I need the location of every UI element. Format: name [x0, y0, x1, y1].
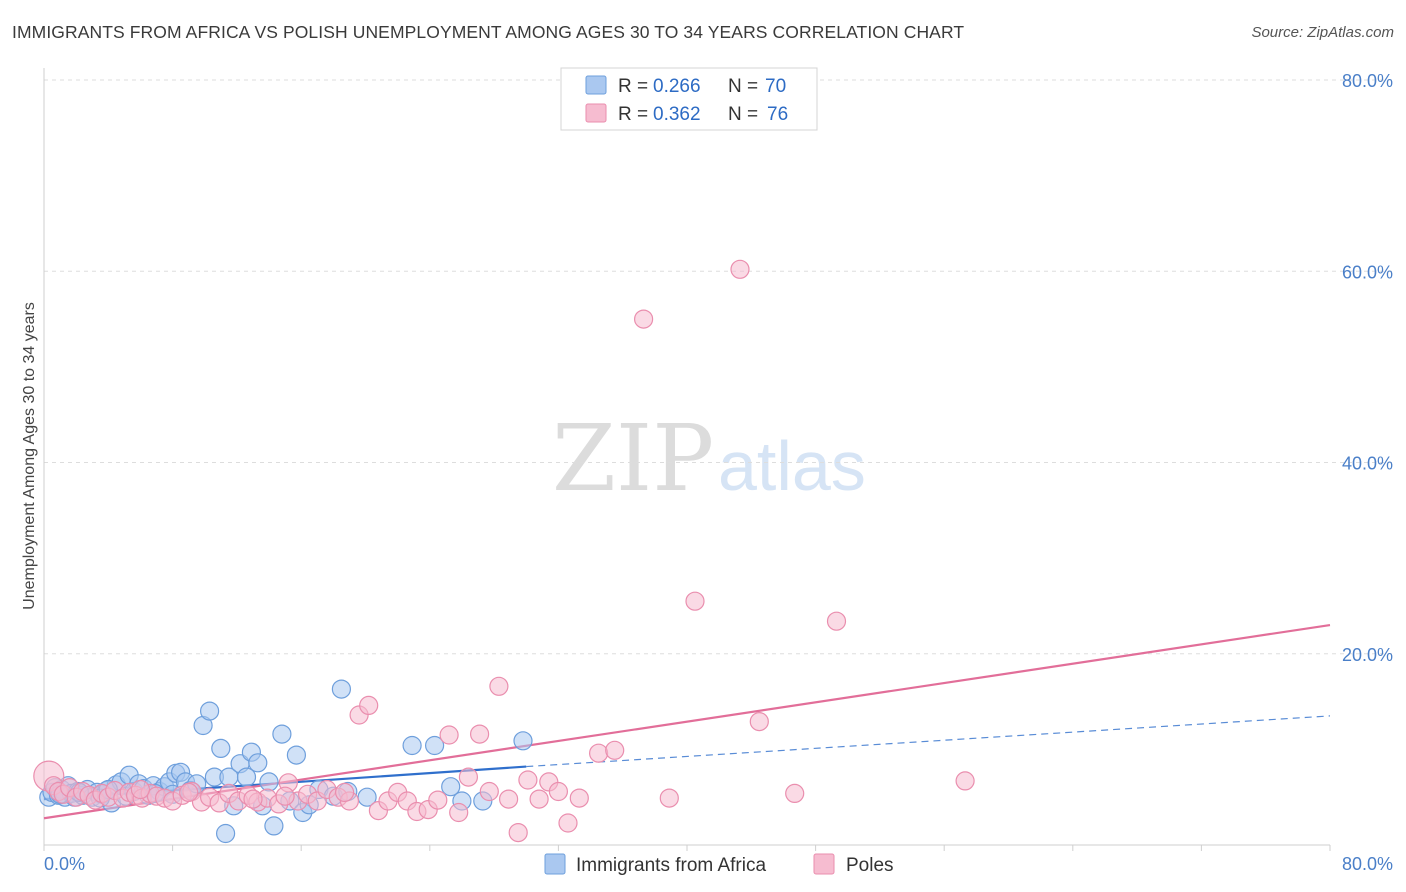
poles-point [518, 770, 538, 790]
poles-point [470, 724, 490, 744]
africa-point [513, 731, 533, 751]
africa-point [259, 772, 279, 792]
poles-point [955, 771, 975, 791]
poles-point [489, 676, 509, 696]
africa-point [441, 777, 461, 797]
correlation-legend: R = 0.266 N = 70 R = 0.362 N = 76 [560, 67, 818, 131]
poles-point [749, 711, 769, 732]
axes: 20.0% 40.0% 60.0% 80.0% 0.0% 80.0% [43, 68, 1393, 874]
chart-title: IMMIGRANTS FROM AFRICA VS POLISH UNEMPLO… [12, 22, 965, 42]
poles-point [605, 740, 625, 760]
legend-n-value-1: 70 [765, 76, 786, 97]
poles-point [458, 767, 478, 787]
africa-point [248, 753, 268, 773]
watermark: ZIP atlas [552, 405, 866, 512]
poles-point [659, 788, 679, 808]
poles-point [449, 802, 469, 823]
poles-point [685, 591, 705, 611]
poles-point [569, 788, 589, 808]
poles-point [479, 781, 499, 802]
legend-n-label-2: N = [728, 104, 758, 125]
legend-swatch-blue [585, 75, 607, 95]
africa-point [211, 738, 231, 759]
poles-point [359, 695, 379, 716]
poles-point [130, 779, 150, 800]
poles-point [275, 786, 295, 806]
poles-point [439, 725, 459, 745]
y-tick-label: 40.0% [1342, 454, 1393, 474]
poles-point [428, 790, 448, 810]
africa-point [216, 823, 236, 844]
africa-point [425, 735, 445, 756]
poles-point [243, 789, 263, 809]
poles-point [508, 822, 528, 843]
poles-point [335, 782, 355, 803]
y-tick-label: 80.0% [1342, 71, 1393, 91]
africa-point [286, 745, 306, 765]
y-tick-label: 60.0% [1342, 262, 1393, 282]
poles-point [529, 789, 549, 809]
x-tick-label: 0.0% [44, 854, 85, 874]
x-tick-label: 80.0% [1342, 854, 1393, 874]
series-label-africa: Immigrants from Africa [576, 855, 766, 876]
data-points [33, 259, 975, 844]
watermark-zip: ZIP [552, 405, 714, 512]
poles-point [785, 783, 805, 804]
poles-trend-line [43, 623, 1331, 820]
poles-point [730, 259, 750, 279]
poles-point [633, 309, 654, 329]
series-legend: Immigrants from Africa Poles [544, 853, 894, 876]
legend-swatch-pink [585, 103, 607, 123]
legend-n-value-2: 76 [767, 104, 788, 125]
legend-r-value-1: 0.266 [653, 76, 701, 97]
source-credit: Source: ZipAtlas.com [1251, 24, 1394, 41]
poles-point [179, 782, 199, 803]
y-tick-label: 20.0% [1342, 645, 1393, 665]
legend-r-value-2: 0.362 [653, 104, 701, 125]
y-axis-label: Unemployment Among Ages 30 to 34 years [21, 302, 38, 610]
africa-point [272, 724, 292, 744]
africa-point [200, 701, 220, 721]
africa-trend-extension [526, 715, 1331, 768]
legend-n-label-1: N = [728, 76, 758, 97]
africa-point [402, 735, 422, 756]
watermark-atlas: atlas [718, 427, 866, 505]
legend-r-label-2: R = [618, 104, 648, 125]
africa-point [331, 679, 351, 699]
poles-point [558, 813, 578, 833]
poles-point [548, 781, 569, 802]
poles-point [588, 743, 609, 763]
poles-point [499, 789, 519, 809]
gridlines [44, 79, 1392, 655]
poles-point [826, 611, 847, 631]
series-label-poles: Poles [846, 855, 894, 876]
series-swatch-poles [813, 853, 835, 875]
series-swatch-africa [544, 853, 566, 875]
africa-point [264, 816, 284, 836]
legend-r-label-1: R = [618, 76, 648, 97]
